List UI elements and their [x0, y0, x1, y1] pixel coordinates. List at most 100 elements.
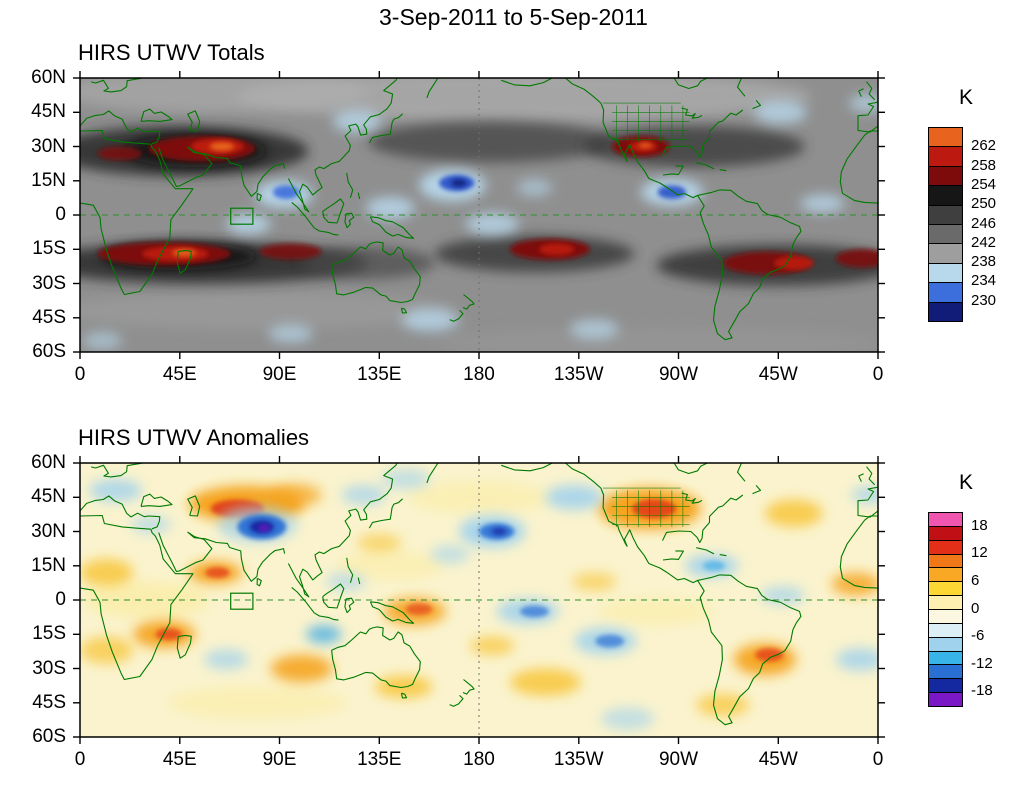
colorbar-segment	[929, 205, 962, 226]
map-field-layers	[80, 463, 878, 737]
pale-streak-wpac	[337, 552, 444, 580]
lon-tick-label: 0	[872, 364, 884, 385]
central-america-low-234K	[657, 185, 687, 199]
colorbar-segment	[929, 263, 962, 284]
lat-tick-label: 60S	[32, 341, 66, 362]
colorbar-segment	[929, 244, 962, 264]
colorbar-tick-label: 258	[971, 156, 997, 174]
totals-panel: HIRS UTWV Totals 60N 45N 30N 15N 0 15S 30S 45S 6…	[0, 36, 1027, 406]
colorbar-tick-label: 18	[971, 516, 988, 534]
safrica-indian-high-262K	[172, 248, 197, 257]
colorbar-segment	[929, 651, 962, 666]
atlantic-itcz-low	[800, 194, 845, 213]
lon-tick-label: 180	[463, 364, 495, 385]
lon-tick-label: 90W	[658, 364, 699, 385]
region-of-interest-box	[230, 207, 254, 225]
colorbar-segment	[929, 283, 962, 303]
southern-indian-midlat-low	[268, 324, 313, 343]
bay-of-bengal-low-234K	[272, 185, 300, 199]
fiji-warm	[470, 636, 515, 655]
colorbar-segment	[929, 526, 962, 541]
lon-tick-label: 45E	[162, 364, 197, 385]
sh-highlat-gray	[434, 326, 878, 352]
south-indian-cold	[204, 649, 249, 670]
lon-tick-label: 135E	[357, 364, 402, 385]
lat-tick-label: 45N	[31, 101, 66, 123]
spacific-high-258K	[538, 243, 575, 256]
lat-tick-label: 30S	[32, 657, 66, 679]
colorbar-tick-label: 230	[971, 291, 997, 309]
satlantic-edge-high	[835, 249, 878, 268]
colorbar-segment	[929, 623, 962, 638]
south-atlantic-midlat-low	[82, 331, 123, 350]
lon-tick-label: 90W	[658, 749, 699, 770]
lat-tick-label: 45S	[32, 691, 66, 713]
sh-midlat-gray	[80, 292, 457, 330]
colorbar-segment	[929, 513, 962, 527]
lat-tick-label: 30S	[32, 272, 66, 294]
region-of-interest-box	[230, 592, 254, 610]
colorbar-segment	[929, 166, 962, 187]
pale-streak-sindian	[168, 686, 346, 719]
anomalies-panel: HIRS UTWV Anomalies 60N 45N 30N 15N 0 15S 30S 4…	[0, 421, 1027, 788]
colorbar-tick-label: -18	[971, 682, 993, 700]
colorbar-tick-label: 238	[971, 253, 997, 271]
colorbar-segment	[929, 637, 962, 652]
west-pacific-low-230K	[451, 179, 467, 187]
east-indian-high	[259, 243, 322, 260]
colorbar-tick-label: 6	[971, 571, 980, 589]
se-pacific-midlat-cold	[600, 707, 655, 731]
colorbar-segment	[929, 610, 962, 624]
lat-tick-label: 0	[55, 589, 66, 610]
colorbar-segment	[929, 540, 962, 555]
lat-tick-label: 15N	[31, 169, 66, 191]
lon-tick-label: 135E	[357, 749, 402, 770]
subtropical-cpac-cold	[430, 545, 471, 564]
lon-tick-label: 0	[74, 364, 86, 385]
colorbar-segment	[929, 225, 962, 245]
lon-tick-label: 90E	[262, 749, 297, 770]
lat-tick-label: 15S	[32, 238, 66, 260]
southern-ocean-warm	[696, 693, 750, 717]
subtropical-wpac-warm	[357, 533, 402, 552]
east-asia-low	[332, 110, 382, 133]
anomalies-colorbar	[928, 512, 963, 707]
pale-streak-pacific-nh	[408, 481, 550, 514]
colorbar-segment	[929, 302, 962, 322]
northeast-asia-cold	[341, 484, 386, 506]
lon-tick-label: 45E	[162, 749, 197, 770]
arabian-sea-warm-12K	[205, 567, 230, 579]
united-states-warm-12K	[631, 499, 677, 519]
west-pacific-warm-12K	[405, 603, 433, 615]
mediterranean-cold	[131, 515, 171, 534]
colorbar-tick-label: 262	[971, 137, 997, 155]
map-field-layers	[80, 78, 878, 352]
lon-tick-label: 180	[463, 749, 495, 770]
totals-panel-title: HIRS UTWV Totals	[78, 40, 265, 65]
anomalies-colorbar-units-label: K	[958, 471, 973, 494]
europe-cold	[88, 479, 143, 502]
colorbar-tick-label: 234	[971, 272, 997, 290]
southeast-pacific-midlat-low	[569, 318, 619, 340]
natlantic-low	[753, 100, 808, 124]
north-atlantic-warm	[765, 499, 823, 527]
philippines-cold	[326, 572, 366, 591]
sh-dark-band-australia	[301, 247, 435, 279]
colorbar-tick-label: 246	[971, 214, 997, 232]
west-africa-warm	[80, 558, 134, 587]
lat-tick-label: 30N	[31, 135, 66, 157]
west-australia-warm	[270, 654, 333, 683]
colorbar-segment	[929, 554, 962, 569]
atlantic-edge-warm	[831, 572, 878, 596]
maritime-continent-low	[365, 196, 415, 220]
figure-date-title: 3-Sep-2011 to 5-Sep-2011	[379, 4, 648, 30]
lon-tick-label: 45W	[758, 364, 798, 385]
okhotsk-cold	[381, 468, 431, 490]
colorbar-tick-label: 254	[971, 175, 997, 193]
gulf-of-alaska-cold	[545, 484, 604, 510]
south-pacific-warm	[510, 668, 581, 696]
colorbar-segment	[929, 147, 962, 167]
anomalies-map	[73, 456, 885, 744]
nh-dark-band-pacific	[368, 121, 612, 163]
lat-tick-label: 0	[55, 204, 66, 225]
